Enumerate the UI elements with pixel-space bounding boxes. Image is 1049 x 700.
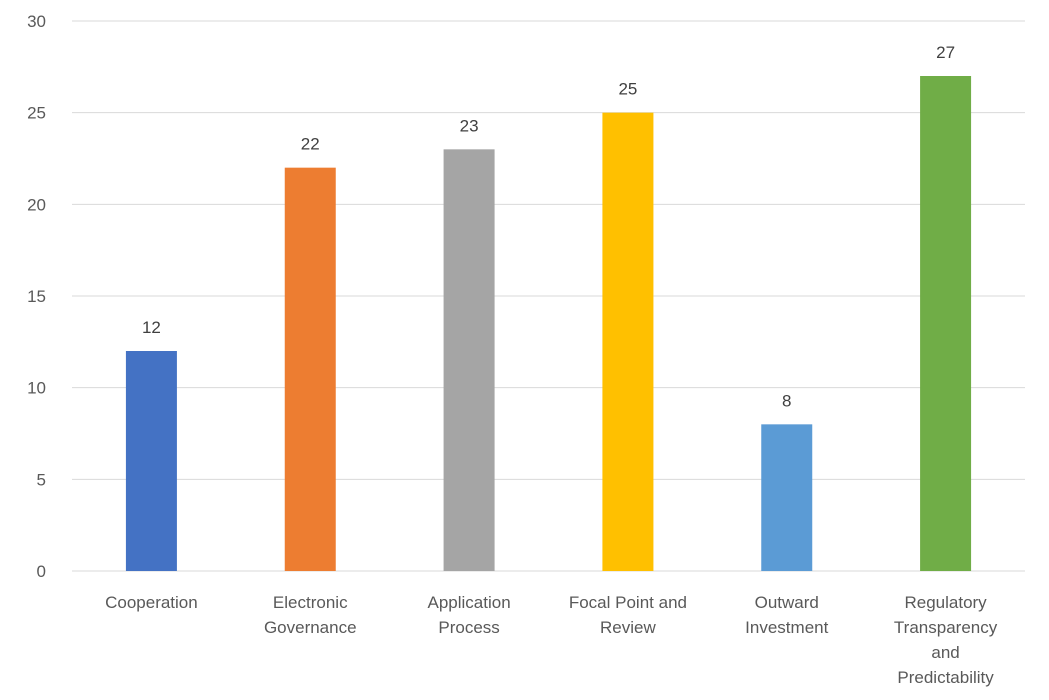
y-tick-label: 20 xyxy=(27,195,46,214)
bar-3 xyxy=(443,149,495,572)
x-tick-label-line: Review xyxy=(600,618,656,637)
bar-5 xyxy=(761,424,813,571)
x-tick-label-line: Focal Point and xyxy=(569,593,687,612)
x-tick-label: Application Process xyxy=(427,593,510,637)
x-tick-label-line: Process xyxy=(438,618,499,637)
x-tick-label-line: and xyxy=(931,643,959,662)
gridlines xyxy=(72,20,1025,572)
y-tick-label: 25 xyxy=(27,104,46,123)
x-axis-category-labels: Cooperation Electronic Governance Applicati… xyxy=(105,593,998,687)
x-tick-label-line: Outward xyxy=(755,593,819,612)
y-tick-label: 10 xyxy=(27,379,46,398)
x-tick-label-line: Electronic xyxy=(273,593,348,612)
y-tick-label: 0 xyxy=(37,562,46,581)
x-tick-label-line: Regulatory xyxy=(904,593,987,612)
x-tick-label-line: Governance xyxy=(264,618,357,637)
bar-6 xyxy=(920,76,972,571)
data-label: 25 xyxy=(618,80,637,99)
x-tick-label: Cooperation xyxy=(105,593,198,612)
x-tick-label-line: Predictability xyxy=(897,668,994,687)
y-tick-label: 5 xyxy=(37,470,46,489)
x-tick-label: Electronic Governance xyxy=(264,593,357,637)
data-label: 22 xyxy=(301,135,320,154)
data-label: 12 xyxy=(142,318,161,337)
bars xyxy=(125,76,972,572)
data-label: 23 xyxy=(460,116,479,135)
x-tick-label-line: Investment xyxy=(745,618,828,637)
data-labels: 12 22 23 25 8 27 xyxy=(142,43,955,410)
y-axis-tick-labels: 0 5 10 15 20 25 30 xyxy=(27,12,46,581)
x-tick-label-line: Transparency xyxy=(894,618,998,637)
data-label: 8 xyxy=(782,391,791,410)
bar-1 xyxy=(125,351,177,571)
y-tick-label: 30 xyxy=(27,12,46,31)
x-tick-label: Outward Investment xyxy=(745,593,828,637)
x-tick-label-line: Cooperation xyxy=(105,593,198,612)
x-tick-label: Regulatory Transparency and Predictability xyxy=(894,593,998,687)
data-label: 27 xyxy=(936,43,955,62)
x-tick-label: Focal Point and Review xyxy=(569,593,687,637)
bar-2 xyxy=(284,167,336,571)
x-tick-label-line: Application xyxy=(427,593,510,612)
y-tick-label: 15 xyxy=(27,287,46,306)
bar-4 xyxy=(602,112,654,572)
